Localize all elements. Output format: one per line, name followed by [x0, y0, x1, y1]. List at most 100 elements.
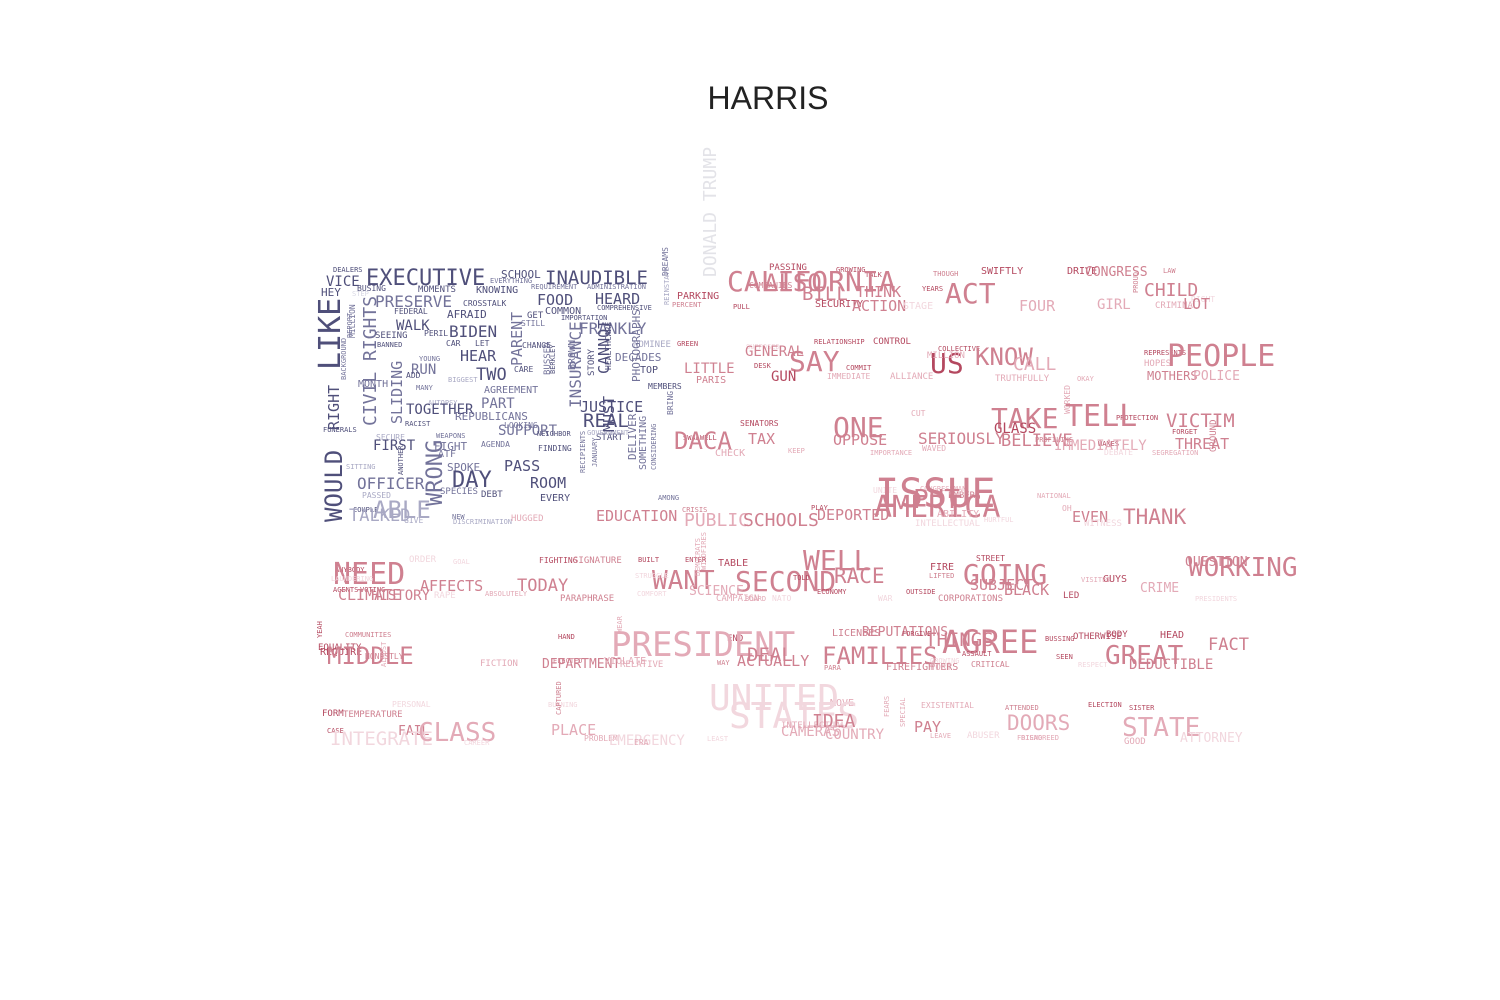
word-forgive: FORGIVE: [902, 630, 932, 638]
word-proud: PROUD: [1132, 272, 1140, 293]
word-table: TABLE: [718, 558, 748, 569]
word-check: CHECK: [715, 448, 745, 459]
word-swiftly: SWIFTLY: [981, 266, 1023, 277]
word-leave: LEAVE: [930, 732, 951, 740]
word-new: NEW: [452, 513, 465, 521]
word-weapons: WEAPONS: [436, 432, 466, 440]
word-truthfully: TRUTHFULLY: [995, 374, 1050, 384]
word-special: SPECIAL: [899, 697, 907, 727]
word-families: FAMILIES: [822, 642, 938, 670]
word-firefighters: FIREFIGHTERS: [886, 662, 958, 673]
word-top: TOP: [640, 365, 658, 376]
word-agents: AGENTS: [333, 586, 358, 594]
word-science: SCIENCE: [689, 584, 744, 599]
word-story: STORY: [587, 348, 597, 376]
word-people: PEOPLE: [1167, 339, 1275, 374]
word-deliver: DELIVER: [626, 413, 639, 460]
word-must: MUST: [600, 396, 618, 432]
word-cameras: CAMERAS: [781, 724, 840, 740]
word-fighting: FIGHTING: [539, 556, 578, 565]
word-sitting: SITTING: [346, 463, 376, 471]
word-country: COUNTRY: [825, 727, 885, 743]
word-peril: PERIL: [424, 329, 448, 338]
word-hey: HEY: [321, 286, 341, 299]
word-seriously: SERIOUSLY: [918, 429, 1005, 448]
word-war: WAR: [878, 594, 893, 603]
word-insurance: INSURANCE: [566, 321, 585, 408]
word-nominee: NOMINEE: [633, 340, 671, 350]
word-hurtful: HURTFUL: [984, 516, 1014, 524]
word-lot: LOT: [1183, 295, 1210, 313]
word-fears: FEARS: [883, 696, 891, 717]
word-percent: PERCENT: [672, 301, 702, 309]
word-friend: FRIEND: [1017, 734, 1042, 742]
word-companies: COMPANIES: [749, 281, 793, 290]
word-communities: COMMUNITIES: [345, 631, 391, 639]
word-campaign: CAMPAIGN: [716, 594, 759, 604]
word-wrong: WRONG: [423, 440, 448, 506]
word-subject: SUBJECT: [970, 576, 1033, 594]
word-police: POLICE: [1193, 369, 1240, 384]
word-supposed: SUPPOSED: [746, 343, 780, 351]
word-food: FOOD: [537, 291, 573, 309]
word-great: GREAT: [1105, 641, 1184, 671]
word-alliance: ALLIANCE: [890, 372, 933, 382]
word-paris: PARIS: [696, 375, 726, 386]
word-discrimination: DISCRIMINATION: [453, 518, 512, 526]
word-existential: EXISTENTIAL: [921, 701, 974, 710]
word-swalwell: SWALWELL: [683, 434, 717, 442]
word-deal: DEAL: [747, 644, 793, 666]
word-presidents: PRESIDENTS: [1195, 595, 1237, 603]
word-care: CARE: [514, 365, 533, 374]
word-otherwise: OTHERWISE: [1073, 632, 1122, 642]
word-absolutely: ABSOLUTELY: [485, 590, 528, 598]
word-assault: ASSAULT: [962, 650, 992, 658]
word-comprehensive: COMPREHENSIVE: [597, 304, 652, 312]
word-act: ACT: [945, 277, 996, 310]
word-today: TODAY: [517, 576, 568, 596]
word-talk: TALK: [865, 271, 883, 279]
word-bill: BILL: [802, 283, 848, 305]
word-parent: PARENT: [508, 312, 526, 366]
word-abuser: ABUSER: [967, 731, 1000, 741]
word-second: SECOND: [735, 565, 836, 598]
word-witness: WITNESS: [1084, 519, 1122, 529]
word-real: REAL: [583, 410, 629, 432]
word-issue: ISSUE: [875, 471, 995, 517]
word-common: COMMON: [545, 306, 581, 317]
word-going: GOING: [963, 558, 1047, 591]
word-security: SECURITY: [815, 299, 863, 310]
word-rape: RAPE: [434, 591, 456, 601]
word-fight: FIGHT: [434, 440, 467, 453]
word-years: YEARS: [922, 285, 943, 293]
word-seen: SEEN: [1056, 653, 1073, 661]
word-berkley: BERKLEY: [549, 344, 557, 374]
word-every: EVERY: [540, 493, 570, 504]
word-right: RIGHT: [325, 385, 343, 430]
word-dealers: DEALERS: [333, 266, 363, 274]
word-run: RUN: [411, 362, 436, 378]
word-walk: WALK: [396, 318, 430, 334]
word-class: CLASS: [418, 718, 496, 748]
word-gun: GUN: [771, 369, 796, 385]
word-play: PLAY: [811, 504, 829, 512]
word-civil-rights: CIVIL RIGHTS: [360, 296, 381, 426]
word-para: PARA: [824, 664, 842, 672]
word-neighbor: NEIGHBOR: [537, 430, 572, 438]
word-mothers: MOTHERS: [1147, 369, 1198, 383]
word-four: FOUR: [1019, 297, 1056, 315]
word-healthcare: HEALTHCARE: [604, 322, 613, 370]
word-biggest: BIGGEST: [448, 376, 478, 384]
word-able: ABLE: [373, 496, 431, 524]
word-start: START: [596, 433, 624, 443]
word-crime: CRIME: [1140, 581, 1179, 596]
word-licenses: LICENSES: [832, 628, 880, 639]
word-together: TOGETHER: [406, 402, 474, 418]
word-preserve: PRESERVE: [375, 292, 452, 311]
word-reinstate: REINSTATE: [663, 267, 671, 305]
word-month: MONTH: [358, 379, 388, 390]
word-growing: GROWING: [836, 266, 866, 274]
word-laundering: LAUNDERING: [331, 575, 373, 583]
word-biden: BIDEN: [449, 322, 497, 341]
word-thank: THANK: [1123, 505, 1187, 529]
